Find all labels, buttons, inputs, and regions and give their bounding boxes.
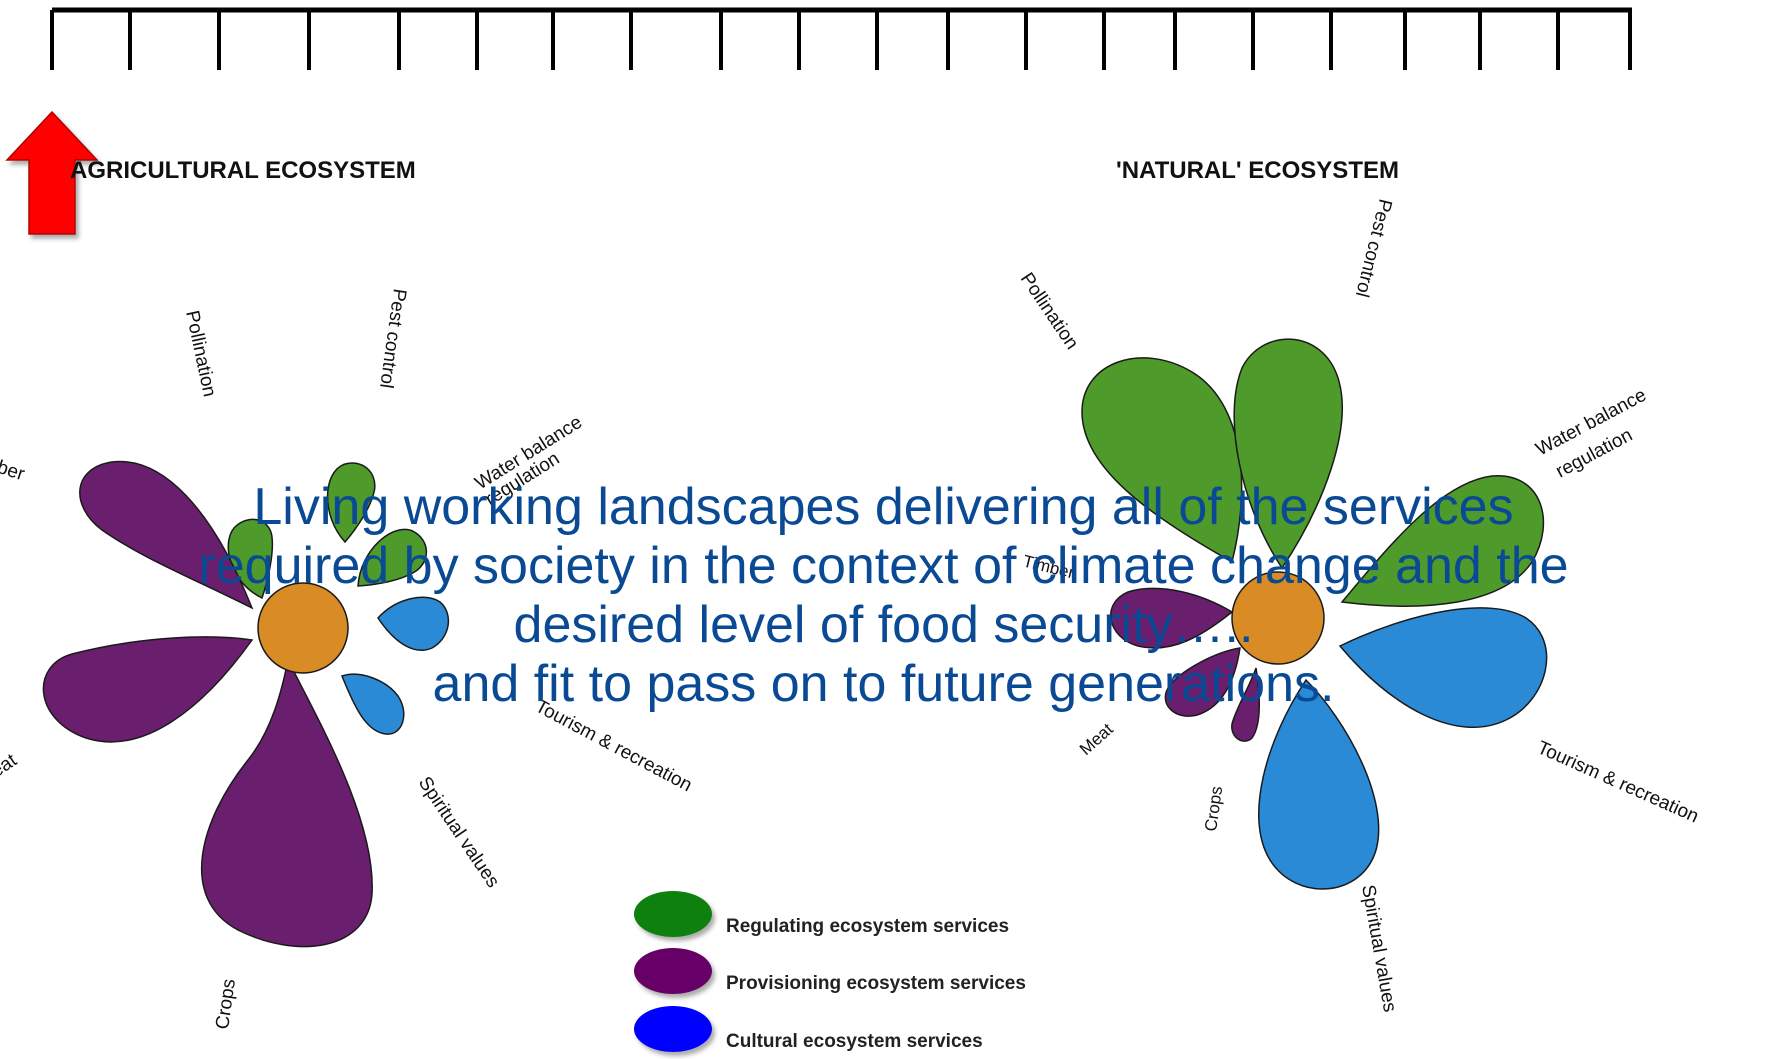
natural-ecosystem-title: 'NATURAL' ECOSYSTEM	[1116, 157, 1399, 184]
right-petal-pest-control	[1233, 338, 1343, 570]
right-label-crops: Crops	[1201, 785, 1226, 833]
legend-item-provisioning: Provisioning ecosystem services	[634, 948, 1026, 994]
agricultural-ecosystem-title: AGRICULTURAL ECOSYSTEM	[70, 157, 416, 184]
left-flower-center	[257, 582, 349, 674]
right-petal-water-balance	[1340, 475, 1545, 607]
left-label-crops: Crops	[212, 978, 240, 1031]
right-petal-crops	[1231, 667, 1261, 742]
right-label-meat: Meat	[1076, 719, 1117, 759]
right-label-timber: Timber	[1021, 551, 1077, 582]
left-label-pollination: Pollination	[181, 309, 220, 399]
left-petal-water-balance	[357, 528, 428, 587]
left-petal-crops	[200, 657, 373, 948]
agricultural-ecosystem-flower	[42, 460, 450, 948]
legend-swatch-provisioning	[634, 948, 712, 994]
natural-ecosystem-flower	[1081, 338, 1548, 890]
left-label-tourism: Tourism & recreation	[532, 696, 696, 796]
legend: Regulating ecosystem services Provisioni…	[634, 891, 1026, 1052]
right-label-pest-control: Pest control	[1351, 197, 1396, 299]
left-label-pest-control: Pest control	[375, 287, 410, 389]
legend-label-regulating: Regulating ecosystem services	[726, 916, 1009, 937]
left-petal-timber	[79, 460, 254, 610]
left-label-meat: eat	[0, 750, 21, 783]
legend-item-regulating: Regulating ecosystem services	[634, 891, 1009, 937]
right-label-tourism: Tourism & recreation	[1534, 737, 1702, 827]
right-petal-pollination	[1081, 357, 1243, 564]
left-petal-spiritual	[341, 673, 405, 735]
timeline-ruler	[50, 7, 1632, 70]
up-arrow-icon	[5, 110, 99, 235]
legend-swatch-cultural	[634, 1006, 712, 1052]
left-petal-tourism	[377, 596, 450, 651]
right-petal-timber	[1110, 587, 1234, 649]
legend-label-provisioning: Provisioning ecosystem services	[726, 973, 1026, 994]
legend-item-cultural: Cultural ecosystem services	[634, 1006, 983, 1052]
left-petal-pest-control	[326, 462, 376, 544]
legend-swatch-regulating	[634, 891, 712, 937]
right-flower-center	[1231, 571, 1325, 665]
right-label-pollination: Pollination	[1016, 269, 1082, 353]
left-label-spiritual: Spiritual values	[414, 773, 503, 892]
left-petal-meat	[42, 636, 254, 743]
right-label-spiritual: Spiritual values	[1357, 883, 1400, 1014]
right-petal-spiritual	[1258, 678, 1380, 890]
right-petal-tourism	[1338, 607, 1548, 729]
left-label-timber: ber	[0, 457, 28, 486]
legend-label-cultural: Cultural ecosystem services	[726, 1031, 983, 1052]
right-petal-meat	[1164, 647, 1241, 717]
